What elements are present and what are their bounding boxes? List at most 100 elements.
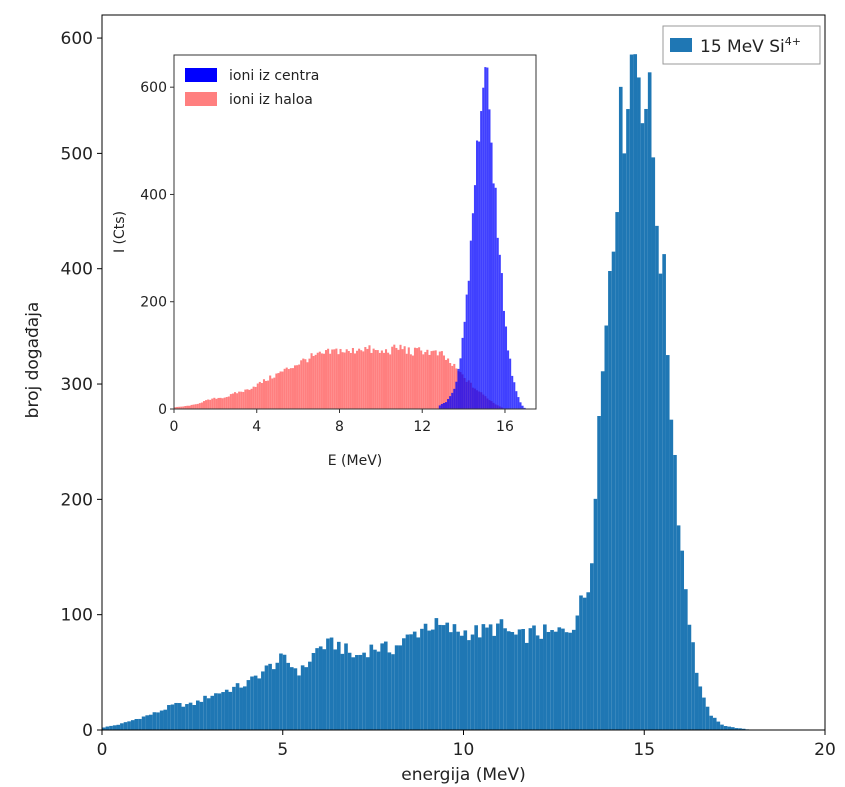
- inset-bar: [275, 373, 278, 409]
- inset-bar: [202, 401, 206, 409]
- inset-bar: [444, 402, 448, 409]
- main-bar: [521, 628, 525, 730]
- main-bar: [633, 54, 638, 730]
- inset-y-tick-label: 400: [140, 187, 167, 203]
- main-bar: [148, 714, 153, 730]
- inset-bar: [376, 350, 379, 409]
- inset-bar: [322, 353, 326, 409]
- main-bar: [188, 702, 193, 730]
- main-bar: [459, 635, 464, 730]
- inset-center-bars: [438, 67, 526, 410]
- inset-bar: [523, 407, 526, 409]
- inset-bar: [467, 280, 470, 409]
- main-bar: [394, 645, 399, 730]
- inset-bar: [318, 351, 321, 409]
- inset-x-tick-label: 12: [413, 419, 431, 435]
- main-y-tick-label: 600: [61, 29, 93, 49]
- main-y-tick-label: 500: [61, 144, 93, 164]
- main-y-tick-label: 300: [61, 375, 93, 395]
- inset-bar: [492, 183, 495, 409]
- inset-bar: [248, 389, 251, 409]
- main-bar: [712, 717, 717, 730]
- inset-bar: [436, 355, 439, 409]
- main-bar: [141, 716, 146, 730]
- main-legend-label: 15 MeV Si4+: [700, 35, 801, 57]
- main-y-axis-label: broj događaja: [23, 302, 43, 419]
- main-bar: [597, 416, 601, 730]
- main-bar: [477, 637, 482, 730]
- inset-bar: [440, 351, 443, 409]
- inset-x-axis-label: E (MeV): [328, 453, 383, 469]
- main-legend-superscript: 4+: [785, 35, 801, 48]
- inset-bar: [329, 353, 332, 409]
- main-bar: [387, 652, 392, 730]
- main-bar: [224, 689, 229, 730]
- main-bar: [647, 72, 652, 730]
- main-bar: [694, 672, 699, 730]
- inset-bar: [225, 397, 228, 409]
- main-bar: [691, 642, 695, 730]
- main-bar: [514, 634, 518, 730]
- main-bar: [304, 667, 309, 730]
- inset-bar: [207, 399, 210, 409]
- inset-bar: [482, 87, 485, 410]
- inset-bar: [387, 352, 390, 409]
- main-bar: [112, 725, 117, 730]
- inset-bar: [325, 350, 328, 409]
- inset-bar: [236, 393, 239, 409]
- main-bar: [210, 695, 215, 730]
- inset-bar: [521, 405, 524, 409]
- inset-ticks: 0 4 8 12 16 0 200 400 600: [140, 80, 514, 435]
- main-bar: [156, 712, 160, 730]
- inset-bar: [395, 347, 398, 409]
- inset-bar: [368, 345, 371, 409]
- main-bar: [702, 697, 706, 730]
- main-bar: [665, 355, 670, 730]
- main-bar: [289, 667, 294, 730]
- main-bar: [506, 631, 511, 730]
- main-bar: [582, 597, 587, 730]
- main-bar: [564, 632, 569, 730]
- main-bar: [181, 706, 186, 730]
- main-bar: [608, 271, 612, 730]
- main-bar: [130, 720, 135, 730]
- main-bar: [333, 649, 337, 730]
- inset-bar: [504, 326, 508, 409]
- inset-bar: [186, 405, 189, 409]
- main-bar: [430, 629, 435, 730]
- main-bar: [127, 721, 131, 730]
- main-bar: [517, 629, 522, 730]
- inset-bar: [242, 391, 245, 409]
- main-bar: [138, 718, 142, 730]
- main-bar: [716, 721, 721, 730]
- main-bar: [618, 86, 623, 730]
- main-bar: [499, 619, 504, 730]
- main-y-tick-label: 0: [82, 721, 93, 741]
- main-bar: [593, 498, 598, 730]
- main-bar: [741, 728, 746, 730]
- inset-legend-label-halo: ioni iz haloa: [229, 92, 313, 108]
- main-bar: [481, 624, 486, 730]
- main-bar: [264, 665, 269, 730]
- inset-x-tick-label: 8: [335, 419, 344, 435]
- main-bar: [358, 654, 363, 730]
- inset-bar: [403, 346, 406, 409]
- inset-bar: [285, 367, 288, 409]
- main-x-tick-label: 20: [814, 740, 836, 760]
- main-legend-box: [662, 25, 821, 65]
- main-bar: [673, 454, 677, 730]
- inset-bar: [424, 352, 427, 409]
- inset-bar: [196, 403, 199, 409]
- inset-bar: [453, 363, 456, 409]
- main-bar: [362, 652, 366, 730]
- main-bar: [626, 109, 630, 731]
- main-y-tick-label: 400: [61, 260, 93, 280]
- main-bar: [488, 624, 493, 730]
- main-bar: [452, 624, 457, 730]
- main-bar: [109, 725, 113, 730]
- main-bar: [467, 640, 471, 730]
- inset-bar: [200, 402, 203, 409]
- main-bar: [195, 700, 200, 730]
- main-x-tick-label: 10: [453, 740, 475, 760]
